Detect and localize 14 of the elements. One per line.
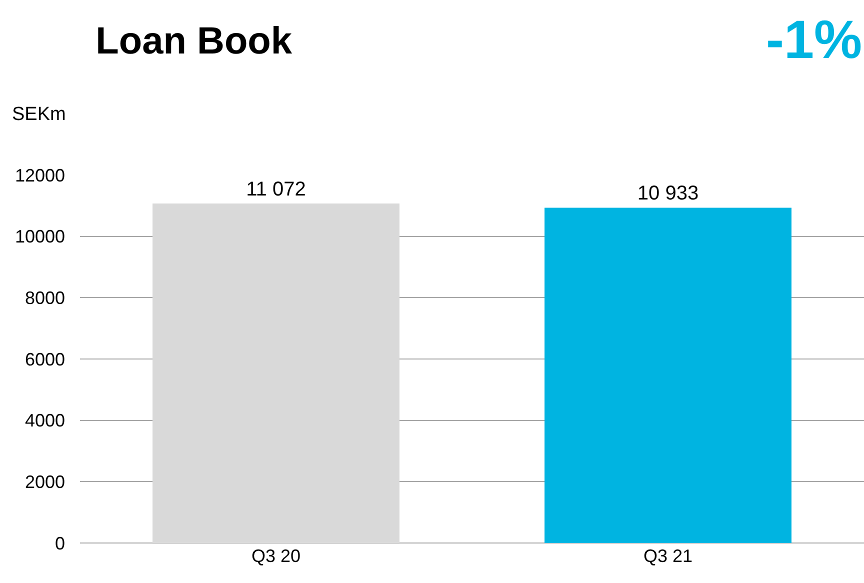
x-tick-label: Q3 20 (251, 546, 301, 566)
y-tick-label: 4000 (24, 410, 65, 431)
y-tick-label: 6000 (24, 349, 65, 370)
chart-title: Loan Book (96, 20, 293, 62)
y-tick-label: 8000 (24, 288, 65, 308)
y-axis-title: SEKm (12, 104, 66, 125)
data-label: 10 933 (637, 182, 699, 205)
text: -1% (766, 10, 862, 70)
y-tick-label: 10000 (14, 226, 65, 247)
data-label: 11 072 (246, 178, 306, 200)
y-tick-label: 2000 (24, 472, 65, 492)
y-tick-label: 0 (54, 533, 65, 554)
x-tick-label: Q3 21 (643, 546, 693, 566)
y-tick-label: 12000 (14, 165, 65, 186)
